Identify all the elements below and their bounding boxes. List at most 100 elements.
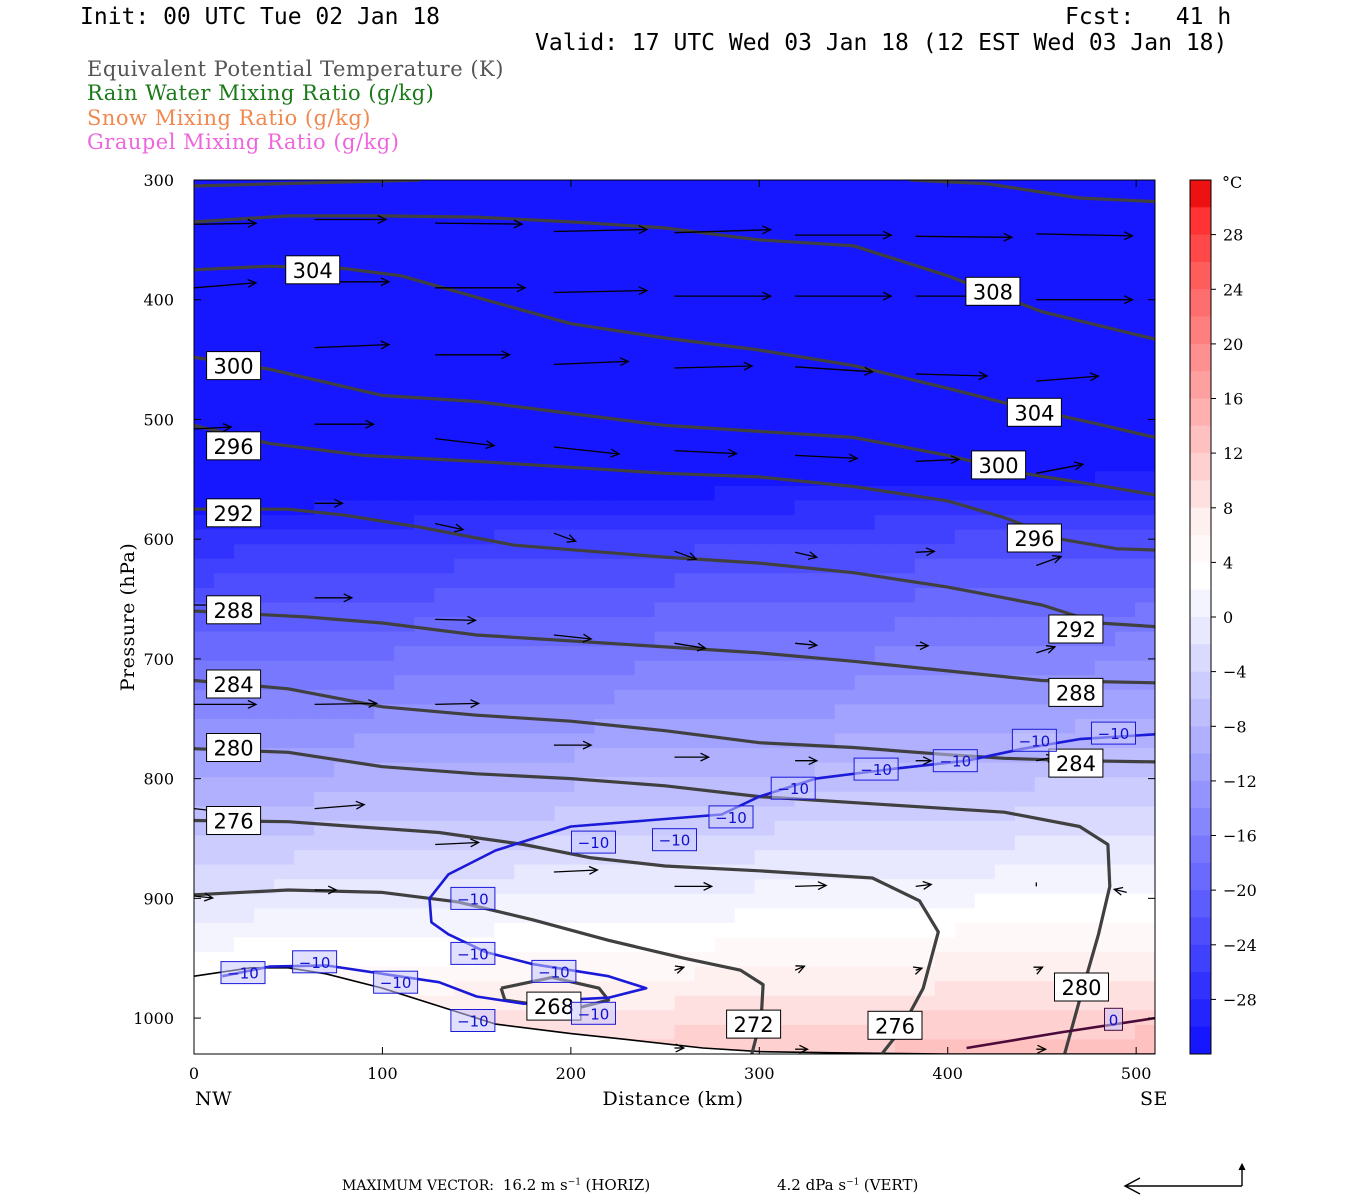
- temperature-cell: [694, 383, 716, 400]
- temperature-cell: [634, 398, 656, 414]
- temperature-cell: [1094, 485, 1116, 502]
- temperature-cell: [354, 340, 375, 356]
- colorbar-cell: [1190, 944, 1211, 973]
- temperature-cell: [314, 704, 335, 720]
- wind-vector-head: [638, 286, 649, 296]
- temperature-cell: [974, 646, 996, 662]
- temperature-cell: [1074, 850, 1096, 866]
- temperature-cell: [1074, 209, 1096, 225]
- wind-vector-shaft: [1036, 375, 1099, 382]
- temperature-cell: [614, 806, 635, 822]
- temperature-cell: [654, 267, 676, 283]
- temperature-cell: [954, 820, 976, 837]
- temperature-cell: [594, 908, 615, 924]
- temperature-cell: [274, 777, 295, 793]
- temperature-cell: [554, 398, 575, 414]
- wind-vector: [795, 881, 828, 891]
- temperature-cell: [1014, 223, 1036, 239]
- temperature-cell: [934, 1010, 956, 1026]
- temperature-cell: [734, 835, 756, 851]
- wind-vector: [1033, 966, 1044, 975]
- temperature-cell: [834, 267, 856, 283]
- temperature-cell: [734, 777, 756, 793]
- temperature-cell: [294, 354, 315, 370]
- temperature-cell: [1034, 340, 1056, 356]
- temperature-cell: [414, 456, 435, 472]
- temperature-cell: [994, 864, 1016, 880]
- wind-vector-head: [470, 838, 481, 848]
- temperature-cell: [614, 485, 635, 502]
- temperature-cell: [554, 937, 575, 953]
- temperature-cell: [894, 791, 916, 807]
- temperature-label-box: [292, 950, 338, 974]
- temperature-cell: [394, 675, 415, 691]
- temperature-cell: [834, 617, 856, 633]
- temperature-cell: [574, 296, 595, 312]
- temperature-cell: [854, 806, 876, 822]
- temperature-cell: [574, 791, 595, 807]
- temperature-cell: [874, 311, 896, 327]
- temperature-cell: [934, 835, 956, 851]
- colorbar-cell: [1190, 589, 1211, 618]
- temperature-cell: [714, 602, 736, 618]
- temperature-cell: [494, 340, 515, 356]
- temperature-cell: [254, 646, 275, 662]
- wind-vector-head: [1089, 372, 1100, 382]
- temperature-cell: [674, 354, 696, 370]
- temperature-cell: [514, 820, 535, 837]
- temperature-cell: [254, 413, 275, 429]
- reference-vector-icon: [1123, 1162, 1246, 1195]
- temperature-cell: [494, 515, 515, 531]
- temperature-cell: [754, 558, 776, 574]
- temperature-cell: [534, 515, 555, 531]
- temperature-cell: [294, 544, 315, 560]
- temperature-cell: [834, 835, 856, 851]
- temperature-cell: [914, 791, 936, 807]
- temperature-cell: [214, 413, 235, 429]
- temperature-cell: [1034, 427, 1056, 443]
- temperature-cell: [594, 704, 615, 720]
- temperature-cell: [254, 252, 275, 268]
- temperature-cell: [214, 311, 235, 327]
- temperature-cell: [414, 558, 435, 574]
- temperature-cell: [574, 952, 595, 968]
- temperature-cell: [334, 660, 355, 676]
- temperature-cell: [434, 806, 455, 822]
- temperature-cell: [974, 340, 996, 356]
- temperature-cell: [834, 515, 856, 531]
- temperature-cell: [1094, 850, 1116, 866]
- wind-vector-head: [485, 440, 496, 450]
- theta-e-label-box: [206, 669, 262, 699]
- temperature-cell: [674, 544, 696, 560]
- temperature-cell: [854, 777, 876, 793]
- wind-vector: [795, 640, 819, 650]
- temperature-cell: [294, 733, 315, 749]
- temperature-cell: [1014, 922, 1036, 939]
- temperature-cell: [594, 194, 615, 210]
- temperature-cell: [614, 966, 635, 982]
- theta-e-label: 284: [206, 669, 262, 699]
- forecast-hour: Fcst: 41 h: [1065, 4, 1232, 30]
- temperature-cell: [854, 383, 876, 400]
- temperature-cell: [954, 515, 976, 531]
- temperature-cell: [334, 369, 355, 385]
- temperature-cell: [854, 893, 876, 909]
- temperature-cell: [1135, 864, 1155, 880]
- temperature-cell: [1054, 646, 1076, 662]
- temperature-cell: [434, 413, 455, 429]
- temperature-cell: [394, 631, 415, 647]
- temperature-cell: [914, 515, 936, 531]
- temperature-cell: [214, 223, 235, 239]
- temperature-cell: [234, 194, 255, 210]
- temperature-cell: [834, 966, 856, 982]
- temperature-cell: [594, 791, 615, 807]
- temperature-cell: [854, 704, 876, 720]
- temperature-cell: [1034, 223, 1056, 239]
- colorbar-cell: [1190, 480, 1211, 509]
- temperature-cell: [674, 1024, 696, 1041]
- temperature-cell: [514, 369, 535, 385]
- temperature-cell: [274, 587, 295, 604]
- theta-e-contour: [194, 609, 1155, 685]
- temperature-cell: [1115, 558, 1136, 574]
- temperature-cell: [1115, 820, 1136, 837]
